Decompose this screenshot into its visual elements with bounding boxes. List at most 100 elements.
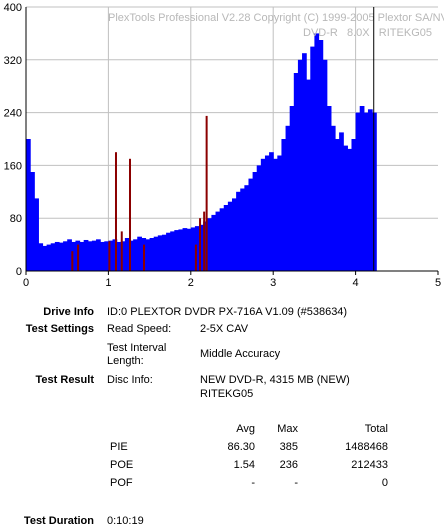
poe-bar <box>77 244 80 271</box>
chart-grid <box>26 6 438 271</box>
pie-bar <box>256 165 262 271</box>
disc-info-line1: NEW DVD-R, 4315 MB (NEW) <box>200 374 350 386</box>
pie-bar <box>219 208 225 271</box>
pie-bar <box>182 228 188 271</box>
x-tick-label: 3 <box>270 277 276 289</box>
y-tick-label: 160 <box>4 160 22 172</box>
test-duration-value: 0:10:19 <box>107 515 144 527</box>
y-tick-label: 80 <box>10 213 22 225</box>
row-pie-avg: 86.30 <box>227 441 255 453</box>
pie-bar <box>199 224 204 271</box>
pie-bar <box>211 214 217 271</box>
pie-bar <box>112 239 118 271</box>
pie-bar <box>335 139 340 271</box>
test-result-label: Test Result <box>35 374 94 386</box>
poe-bar <box>120 231 123 271</box>
poe-bar <box>199 218 202 271</box>
pie-bar <box>63 241 68 271</box>
pie-bar <box>120 241 126 271</box>
pie-bar <box>215 211 221 271</box>
drive-info-value: ID:0 PLEXTOR DVDR PX-716A V1.09 (#538634… <box>107 306 348 318</box>
pie-bar <box>232 198 237 271</box>
pie-bar <box>79 241 85 271</box>
pie-bar <box>339 132 344 271</box>
row-pof-avg: - <box>251 477 255 489</box>
pie-bar <box>343 145 348 271</box>
chart-bars <box>26 33 377 272</box>
row-poe-avg: 1.54 <box>233 459 255 471</box>
disc-info-line2: RITEKG05 <box>200 388 254 400</box>
pie-bar <box>223 205 229 271</box>
row-poe-name: POE <box>110 459 134 471</box>
poe-bar <box>205 115 208 272</box>
pie-bar <box>46 244 52 271</box>
col-header-avg: Avg <box>236 423 255 435</box>
pie-bar <box>96 239 101 271</box>
test-interval-label-line2: Length: <box>107 355 144 367</box>
pie-bar <box>194 226 200 271</box>
pie-bar <box>149 238 155 271</box>
pie-bar <box>236 191 241 271</box>
chart-watermark-line2: DVD-R 8.0X RITEKG05 <box>303 27 432 39</box>
y-tick-label: 320 <box>4 55 22 67</box>
pie-bar <box>289 106 295 271</box>
poe-bar <box>194 244 197 271</box>
pie-bar <box>34 198 39 271</box>
poe-bar <box>114 152 117 271</box>
pie-bar <box>71 241 77 271</box>
x-tick-label: 2 <box>188 277 194 289</box>
test-interval-value: Middle Accuracy <box>200 348 281 360</box>
poe-bar <box>108 241 111 271</box>
pie-bar <box>264 155 270 271</box>
pie-bar <box>170 231 175 271</box>
pie-bar <box>347 148 353 271</box>
pie-bar <box>351 139 357 271</box>
pie-bar <box>330 125 336 271</box>
pie-bar <box>277 155 283 271</box>
pie-bar <box>186 228 192 271</box>
pie-bar <box>359 106 365 271</box>
pie-bar <box>363 112 369 271</box>
pie-bar <box>273 158 278 271</box>
pie-bar <box>137 236 142 271</box>
pie-bar <box>190 227 196 271</box>
chart-axes <box>25 7 439 275</box>
pie-bar <box>285 125 291 271</box>
pie-poe-chart: PlexTools Professional V2.28 Copyright (… <box>3 2 444 289</box>
x-tick-label: 4 <box>353 277 359 289</box>
drive-info-label: Drive Info <box>43 306 94 318</box>
pie-bar <box>227 201 233 271</box>
pie-bar <box>104 241 109 271</box>
pie-bar <box>355 112 361 271</box>
row-pie-total: 1488468 <box>345 441 388 453</box>
pie-bar <box>367 109 373 271</box>
pie-bar <box>318 40 324 271</box>
pie-bar <box>203 221 208 271</box>
row-poe-max: 236 <box>279 459 298 471</box>
test-duration-label: Test Duration <box>23 515 94 527</box>
pie-bar <box>108 240 114 271</box>
pie-bar <box>83 239 89 271</box>
y-tick-label: 400 <box>4 2 22 14</box>
y-tick-label: 240 <box>4 108 22 120</box>
pie-bar <box>54 241 60 271</box>
pie-bar <box>326 106 332 271</box>
x-tick-label: 5 <box>435 277 441 289</box>
pie-bar <box>133 239 138 271</box>
x-tick-label: 0 <box>23 277 29 289</box>
pie-bar <box>26 139 31 271</box>
pie-bar <box>310 46 315 271</box>
pie-bar <box>116 241 122 271</box>
row-pie-max: 385 <box>279 441 298 453</box>
pie-bar <box>30 172 35 271</box>
pie-bar <box>302 53 307 272</box>
test-settings-label: Test Settings <box>25 323 94 335</box>
pie-bar <box>260 158 266 271</box>
chart-tick-labels: 0 80 160 240 320 400 0 1 2 3 4 5 <box>4 2 441 289</box>
col-header-total: Total <box>364 423 388 435</box>
pie-bar <box>178 229 184 271</box>
read-speed-label: Read Speed: <box>107 323 172 335</box>
test-interval-label-line1: Test Interval <box>107 342 167 354</box>
pie-bar <box>248 178 254 271</box>
poe-bar <box>129 158 131 271</box>
